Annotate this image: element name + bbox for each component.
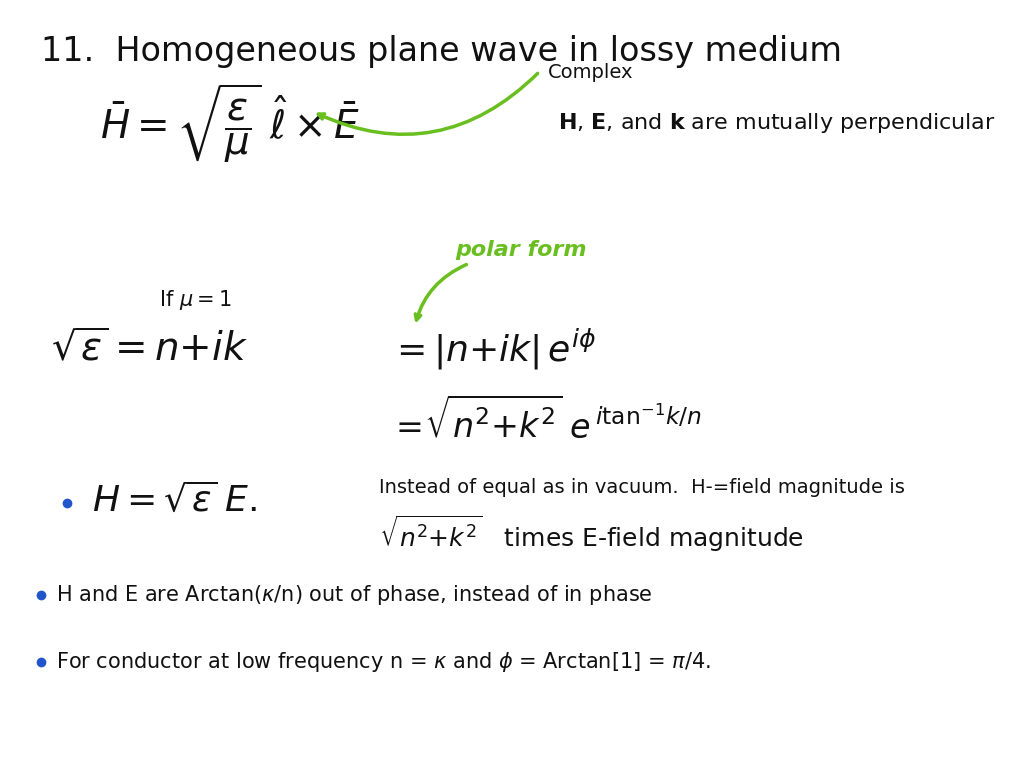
- Text: Complex: Complex: [548, 64, 633, 82]
- Text: 11.  Homogeneous plane wave in lossy medium: 11. Homogeneous plane wave in lossy medi…: [41, 35, 842, 68]
- Text: $=\!\sqrt{n^2{+}k^2}\; e^{\,i\tan^{-1}\! k/n}$: $=\!\sqrt{n^2{+}k^2}\; e^{\,i\tan^{-1}\!…: [389, 397, 701, 445]
- Text: polar form: polar form: [456, 240, 587, 260]
- Text: H and E are Arctan($\kappa$/n) out of phase, instead of in phase: H and E are Arctan($\kappa$/n) out of ph…: [56, 583, 653, 607]
- Text: $\sqrt{n^2{+}k^2}$   times E-field magnitude: $\sqrt{n^2{+}k^2}$ times E-field magnitu…: [379, 514, 804, 554]
- Text: For conductor at low frequency n = $\kappa$ and $\phi$ = Arctan[1] = $\pi$/4.: For conductor at low frequency n = $\kap…: [56, 650, 711, 674]
- Text: $\sqrt{\varepsilon}= n{+}ik$: $\sqrt{\varepsilon}= n{+}ik$: [51, 330, 248, 369]
- Text: $\bar{H} = \sqrt{\dfrac{\varepsilon}{\mu}}\;\hat{\ell}\times\bar{E}$: $\bar{H} = \sqrt{\dfrac{\varepsilon}{\mu…: [100, 81, 360, 165]
- Text: If $\mu = 1$: If $\mu = 1$: [159, 287, 231, 312]
- Text: $= |n{+}ik|\, e^{i\phi}$: $= |n{+}ik|\, e^{i\phi}$: [389, 327, 597, 372]
- Text: Instead of equal as in vacuum.  H-=field magnitude is: Instead of equal as in vacuum. H-=field …: [379, 478, 905, 497]
- Text: $\mathbf{H}$, $\mathbf{E}$, and $\mathbf{k}$ are mutually perpendicular: $\mathbf{H}$, $\mathbf{E}$, and $\mathbf…: [558, 111, 995, 135]
- Text: $H{=}\sqrt{\varepsilon}\; E.$: $H{=}\sqrt{\varepsilon}\; E.$: [92, 483, 257, 518]
